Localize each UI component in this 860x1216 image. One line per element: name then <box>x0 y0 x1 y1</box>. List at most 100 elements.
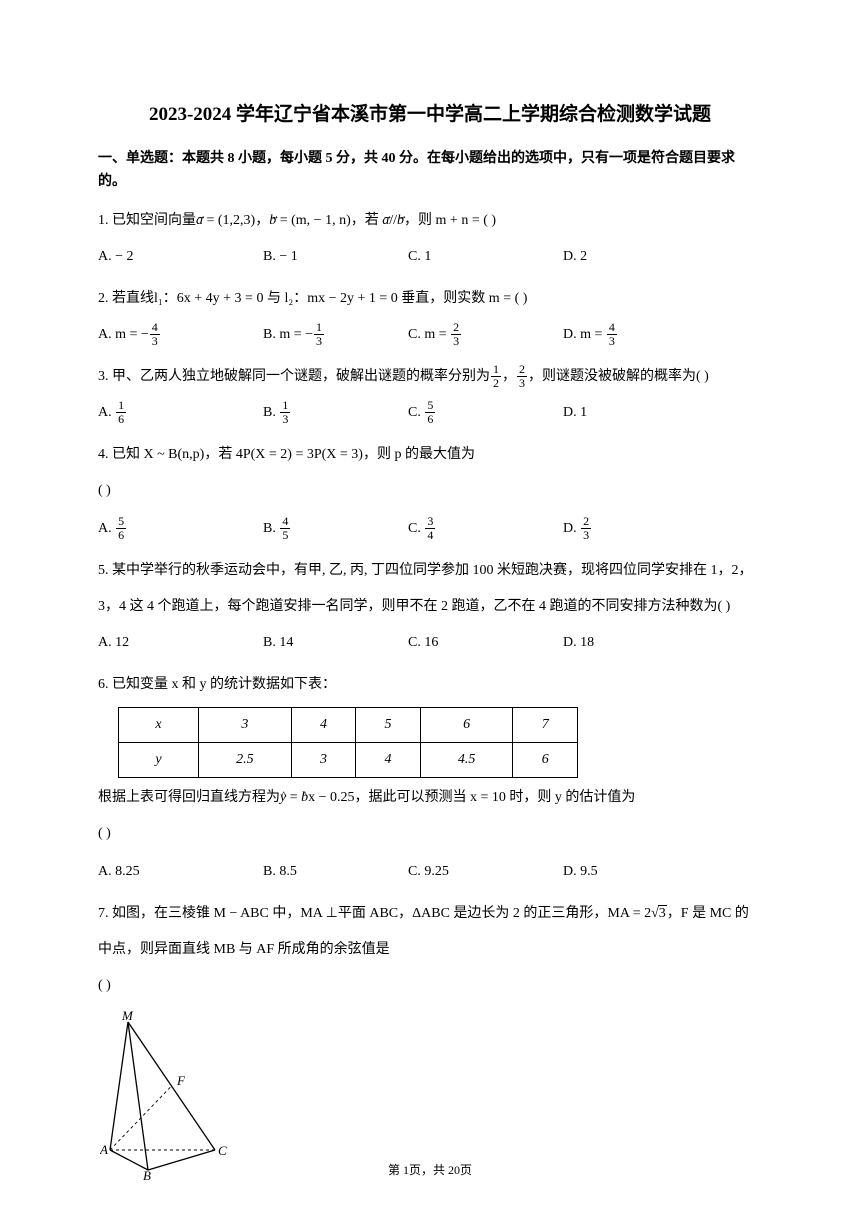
question-7: 7. 如图，在三棱锥 M − ABC 中，MA ⊥平面 ABC，ΔABC 是边长… <box>98 900 762 1191</box>
q4-options: A. 56 B. 45 C. 34 D. 23 <box>98 515 762 543</box>
label-m: M <box>121 1010 134 1023</box>
q4d-frac: 23 <box>581 515 591 542</box>
q4c-pre: C. <box>408 521 424 536</box>
q3c-num: 5 <box>425 399 435 413</box>
q3-opt-d: D. 1 <box>563 399 587 427</box>
cell: 4.5 <box>420 743 513 778</box>
q1-opt-c: C. 1 <box>408 243 563 271</box>
q2a-pre: A. m = − <box>98 327 149 342</box>
q2b-frac: 13 <box>314 321 324 348</box>
q3c-pre: C. <box>408 405 424 420</box>
q3a-pre: A. <box>98 405 115 420</box>
question-2: 2. 若直线l₁：6x + 4y + 3 = 0 与 l₂：mx − 2y + … <box>98 285 762 349</box>
q3-f1d: 2 <box>491 377 501 390</box>
q5-opt-a: A. 12 <box>98 629 263 657</box>
q6-pre: 根据上表可得回归直线方程为 <box>98 790 280 805</box>
q3-opt-b: B. 13 <box>263 399 408 427</box>
q3b-pre: B. <box>263 405 279 420</box>
q3a-frac: 16 <box>116 399 126 426</box>
q2b-pre: B. m = − <box>263 327 313 342</box>
vec-a2: a <box>382 213 389 228</box>
q4c-den: 4 <box>425 529 435 542</box>
q6-text2: 根据上表可得回归直线方程为y = bx − 0.25，据此可以预测当 x = 1… <box>98 784 762 812</box>
q4-paren: ( ) <box>98 477 762 505</box>
q6-mid: x − 0.25，据此可以预测当 x = 10 时，则 y 的估计值为 <box>308 790 635 805</box>
cell: 4 <box>356 743 421 778</box>
q6-opt-d: D. 9.5 <box>563 858 598 886</box>
q6-options: A. 8.25 B. 8.5 C. 9.25 D. 9.5 <box>98 858 762 886</box>
q4b-num: 4 <box>280 515 290 529</box>
q3-f2: 23 <box>517 363 527 390</box>
q4a-den: 6 <box>116 529 126 542</box>
edge-mb <box>128 1022 148 1170</box>
q2-opt-a: A. m = −43 <box>98 321 263 349</box>
q3-comma: ， <box>502 369 516 384</box>
cell: 4 <box>291 708 356 743</box>
q4d-pre: D. <box>563 521 580 536</box>
q2d-num: 4 <box>607 321 617 335</box>
q6-paren: ( ) <box>98 820 762 848</box>
cell: 7 <box>513 708 578 743</box>
vec-b2: b <box>397 213 404 228</box>
q4a-pre: A. <box>98 521 115 536</box>
cell: 3 <box>291 743 356 778</box>
q3a-num: 1 <box>116 399 126 413</box>
q2b-num: 1 <box>314 321 324 335</box>
label-c: C <box>218 1143 227 1158</box>
q2c-pre: C. m = <box>408 327 450 342</box>
q4c-num: 3 <box>425 515 435 529</box>
q1-aval: = (1,2,3)， <box>203 213 269 228</box>
q5-line1: 5. 某中学举行的秋季运动会中，有甲, 乙, 丙, 丁四位同学参加 100 米短… <box>98 557 762 585</box>
q2c-frac: 23 <box>451 321 461 348</box>
q6-text: 6. 已知变量 x 和 y 的统计数据如下表： <box>98 671 762 699</box>
q2c-num: 2 <box>451 321 461 335</box>
q1-opt-a: A. − 2 <box>98 243 263 271</box>
q2d-pre: D. m = <box>563 327 606 342</box>
q4-opt-c: C. 34 <box>408 515 563 543</box>
q7-paren: ( ) <box>98 972 762 1000</box>
q3b-num: 1 <box>280 399 290 413</box>
q2-opt-b: B. m = −13 <box>263 321 408 349</box>
page-footer: 第 1页，共 20页 <box>0 1161 860 1180</box>
q2b-den: 3 <box>314 335 324 348</box>
q4d-den: 3 <box>581 529 591 542</box>
q6-opt-a: A. 8.25 <box>98 858 263 886</box>
q4b-frac: 45 <box>280 515 290 542</box>
q5-opt-b: B. 14 <box>263 629 408 657</box>
q4-text: 4. 已知 X ~ B(n,p)，若 4P(X = 2) = 3P(X = 3)… <box>98 441 762 469</box>
q7-line2: 中点，则异面直线 MB 与 AF 所成角的余弦值是 <box>98 936 762 964</box>
label-f: F <box>176 1073 186 1088</box>
question-6: 6. 已知变量 x 和 y 的统计数据如下表： x 3 4 5 6 7 y 2.… <box>98 671 762 886</box>
q7-pre: 7. 如图，在三棱锥 M − ABC 中，MA ⊥平面 ABC，ΔABC 是边长… <box>98 906 651 921</box>
edge-ma <box>110 1022 128 1150</box>
q1-bval: = (m, − 1, n)，若 <box>276 213 382 228</box>
q5-opt-c: C. 16 <box>408 629 563 657</box>
q2d-frac: 43 <box>607 321 617 348</box>
vector-b: b <box>269 213 276 228</box>
q3b-den: 3 <box>280 413 290 426</box>
q3-text: 3. 甲、乙两人独立地破解同一个谜题，破解出谜题的概率分别为12，23，则谜题没… <box>98 363 762 391</box>
q3c-den: 6 <box>425 413 435 426</box>
q2a-den: 3 <box>150 335 160 348</box>
q3-post: ，则谜题没被破解的概率为( ) <box>528 369 709 384</box>
tetrahedron-diagram: M F A B C <box>100 1010 230 1180</box>
cell: 6 <box>420 708 513 743</box>
q2-opt-d: D. m = 43 <box>563 321 618 349</box>
question-1: 1. 已知空间向量a = (1,2,3)，b = (m, − 1, n)，若 a… <box>98 207 762 271</box>
q6-table: x 3 4 5 6 7 y 2.5 3 4 4.5 6 <box>118 707 578 778</box>
q4-opt-b: B. 45 <box>263 515 408 543</box>
q1-text: 1. 已知空间向量a = (1,2,3)，b = (m, − 1, n)，若 a… <box>98 207 762 235</box>
cell: 5 <box>356 708 421 743</box>
edge-af <box>110 1086 172 1150</box>
q2a-frac: 43 <box>150 321 160 348</box>
q3-opt-a: A. 16 <box>98 399 263 427</box>
q4a-frac: 56 <box>116 515 126 542</box>
q4-opt-a: A. 56 <box>98 515 263 543</box>
yhat: y <box>280 790 286 805</box>
q3-f2d: 3 <box>517 377 527 390</box>
q3b-frac: 13 <box>280 399 290 426</box>
sqrt-val: 3 <box>658 905 667 921</box>
q4b-pre: B. <box>263 521 279 536</box>
question-4: 4. 已知 X ~ B(n,p)，若 4P(X = 2) = 3P(X = 3)… <box>98 441 762 543</box>
q6-opt-b: B. 8.5 <box>263 858 408 886</box>
